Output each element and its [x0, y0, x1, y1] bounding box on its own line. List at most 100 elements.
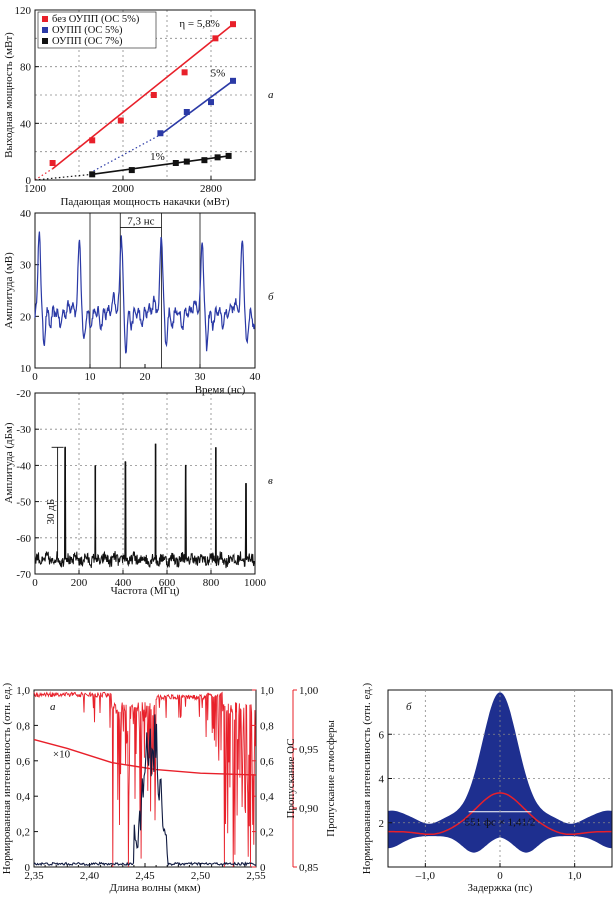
autocorrelation-xlabel: Задержка (пс) — [468, 882, 533, 894]
efficiency-point-0-0 — [49, 160, 56, 166]
rf-xtick-label: 800 — [203, 577, 220, 589]
efficiency-ylabel: Выходная мощность (мВт) — [3, 32, 15, 158]
efficiency-legend-marker-0 — [42, 16, 48, 22]
efficiency-legend-label-2: ОУПП (ОС 7%) — [52, 36, 123, 47]
autocorrelation-envelope — [388, 692, 612, 853]
efficiency-point-0-4 — [181, 69, 188, 76]
pulse-ytick-label: 10 — [20, 363, 32, 375]
spectrum-right1-ytick-label: 0,8 — [260, 720, 274, 732]
pulse-span-label: 7,3 нс — [127, 215, 154, 227]
efficiency-point-1-3 — [230, 77, 236, 84]
efficiency-point-0-2 — [117, 117, 124, 124]
rf-xlabel: Частота (МГц) — [111, 585, 180, 597]
efficiency-ytick-label: 120 — [15, 5, 32, 17]
rf-xtick-label: 400 — [115, 577, 132, 589]
spectrum-right2-tick-label: 0,85 — [299, 862, 319, 874]
efficiency-legend-marker-2 — [42, 38, 48, 44]
pulse-ytick-label: 40 — [20, 208, 32, 220]
spectrum-ytick-label: 0,8 — [16, 720, 30, 732]
efficiency-point-2-3 — [183, 158, 190, 165]
autocorrelation-panel-letter: б — [406, 701, 412, 713]
efficiency-ytick-label: 0 — [26, 175, 32, 187]
pulse-signal-trace — [34, 231, 256, 354]
spectrum-right1-ytick-label: 1,0 — [260, 685, 274, 697]
autocorrelation-ytick-label: 4 — [379, 774, 385, 786]
autocorrelation-fit — [388, 792, 612, 836]
spectrum-xtick-label: 2,45 — [135, 870, 155, 882]
spectrum-ytick-label: 1,0 — [16, 685, 30, 697]
spectrum-right1-ytick-label: 0 — [260, 862, 266, 874]
spectrum-right2-tick-label: 1,00 — [299, 685, 319, 697]
autocorrelation-xtick-label: –1,0 — [415, 870, 436, 882]
spectrum-laser-trace — [33, 714, 257, 867]
rf-xtick-label: 600 — [159, 577, 176, 589]
spectrum-xtick-label: 2,55 — [246, 870, 266, 882]
efficiency-xtick-label: 1200 — [24, 183, 47, 195]
efficiency-chart: 1200 2000 2800 0 40 80 120 Падающая мощность на… — [3, 5, 274, 208]
pulse-xtick-label: 20 — [140, 371, 152, 383]
rf-ylabel: Амплитуда (дБм) — [3, 422, 15, 503]
rf-ytick-label: -40 — [16, 460, 31, 472]
efficiency-point-0-3 — [150, 92, 157, 98]
spectrum-right1-ytick-label: 0,6 — [260, 756, 274, 768]
spectrum-right1-ytick-label: 0,2 — [260, 827, 274, 839]
efficiency-point-2-2 — [172, 160, 179, 166]
autocorrelation-ytick-label: 6 — [379, 729, 385, 741]
spectrum-oc-label: ×10 — [53, 748, 71, 760]
spectrum-chart: 2,35 2,40 2,45 2,50 2,550 0,2 0,4 0,6 0,8 1,00 0,2… — [1, 682, 337, 894]
spectrum-ytick-label: 0,4 — [16, 791, 30, 803]
rf-bracket-label: 30 дБ — [45, 499, 57, 525]
spectrum-xtick-label: 2,40 — [80, 870, 100, 882]
efficiency-point-2-1 — [128, 167, 135, 174]
pulse-ylabel: Амплитуда (мВ) — [3, 252, 15, 329]
efficiency-dotted-series-1 — [89, 134, 161, 174]
efficiency-legend-label-0: без ОУПП (ОС 5%) — [52, 14, 140, 25]
spectrum-ytick-label: 0,6 — [16, 756, 30, 768]
efficiency-legend-label-1: ОУПП (ОС 5%) — [52, 25, 123, 36]
efficiency-point-2-6 — [225, 152, 232, 159]
spectrum-xtick-label: 2,35 — [24, 870, 44, 882]
pulse-panel-letter: б — [268, 291, 274, 303]
spectrum-oc-trace — [33, 738, 257, 776]
pulse-ytick-label: 20 — [20, 311, 32, 323]
spectrum-right2-tick-label: 0,90 — [299, 803, 319, 815]
efficiency-point-0-1 — [89, 137, 96, 144]
spectrum-xtick-label: 2,50 — [191, 870, 211, 882]
pulse-xtick-label: 40 — [250, 371, 262, 383]
efficiency-point-1-2 — [208, 99, 214, 106]
rf-xtick-label: 200 — [71, 577, 88, 589]
rf-spectrum-chart: 0 200 400 600 800 1000 -70 -60 -50 -40 -30 -20 Часто… — [3, 388, 273, 597]
spectrum-right1-ytick-label: 0,4 — [260, 791, 274, 803]
efficiency-point-2-0 — [89, 171, 96, 178]
spectrum-right2-tick-label: 0,95 — [299, 744, 319, 756]
efficiency-point-2-5 — [214, 154, 221, 161]
efficiency-panel-letter: а — [268, 89, 274, 101]
efficiency-ytick-label: 40 — [20, 118, 32, 130]
rf-frame — [34, 392, 256, 575]
efficiency-xtick-label: 2000 — [112, 183, 135, 195]
efficiency-point-0-6 — [230, 21, 236, 28]
efficiency-legend-marker-1 — [42, 27, 48, 33]
efficiency-dotted-red — [34, 168, 53, 181]
spectrum-xlabel: Длина волны (мкм) — [110, 882, 201, 894]
efficiency-ytick-label: 80 — [20, 62, 32, 74]
pulse-xtick-label: 0 — [32, 371, 38, 383]
pulse-xtick-label: 10 — [85, 371, 97, 383]
efficiency-fit-line-0 — [52, 23, 234, 170]
efficiency-point-2-4 — [201, 157, 208, 164]
rf-xtick-label: 1000 — [244, 577, 267, 589]
pulse-xlabel: Время (нс) — [195, 384, 246, 396]
rf-panel-letter: в — [268, 475, 273, 487]
spectrum-right2-label: Пропускание атмосферы — [325, 720, 337, 837]
efficiency-point-1-0 — [157, 130, 164, 137]
autocorrelation-ylabel: Нормированная интенсивность (отн. ед.) — [361, 682, 373, 874]
efficiency-xtick-label: 2800 — [200, 183, 223, 195]
rf-xtick-label: 0 — [32, 577, 38, 589]
efficiency-dotted-series-2 — [34, 173, 93, 181]
efficiency-legend: без ОУПП (ОС 5%)ОУПП (ОС 5%)ОУПП (ОС 7%) — [37, 11, 157, 49]
spectrum-ylabel: Нормированная интенсивность (отн. ед.) — [1, 682, 13, 874]
spectrum-ytick-label: 0,2 — [16, 827, 30, 839]
efficiency-point-1-1 — [183, 109, 190, 115]
